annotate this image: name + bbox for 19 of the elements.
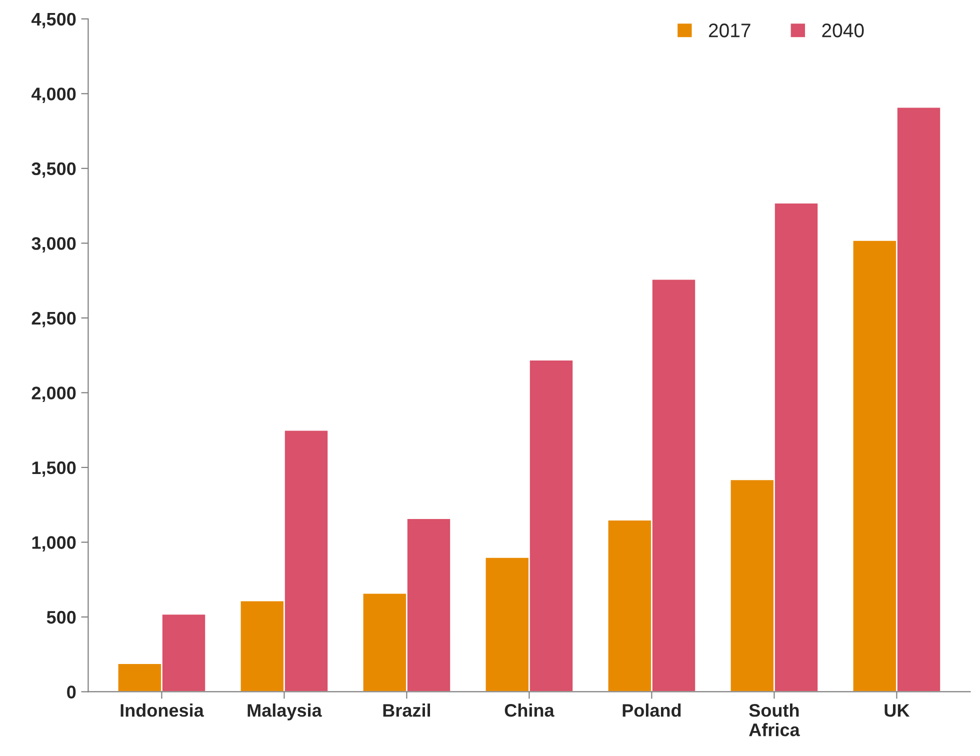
y-tick-label: 0 — [67, 686, 76, 698]
x-tick-label: South Africa — [749, 704, 800, 736]
x-tick-label: UK — [884, 704, 910, 717]
legend-label: 2040 — [822, 24, 864, 38]
x-tick-label: Malaysia — [248, 704, 322, 720]
y-tick-label: 3,000 — [32, 237, 76, 253]
x-tick-label: Brazil — [383, 704, 430, 717]
y-tick-label: 2,500 — [32, 312, 76, 328]
x-tick-label: China — [504, 704, 554, 717]
x-tick-label: Indonesia — [120, 704, 204, 717]
y-tick-label: 1,500 — [32, 461, 76, 477]
y-tick-label: 3,500 — [32, 162, 76, 178]
y-tick-label: 1,000 — [32, 536, 76, 552]
legend-label: 2017 — [708, 24, 750, 38]
y-tick-label: 4,500 — [31, 12, 76, 28]
y-tick-label: 2,000 — [32, 386, 76, 402]
x-tick-label: Poland — [622, 704, 681, 717]
y-tick-label: 500 — [46, 610, 76, 624]
y-tick-label: 4,000 — [31, 88, 76, 103]
